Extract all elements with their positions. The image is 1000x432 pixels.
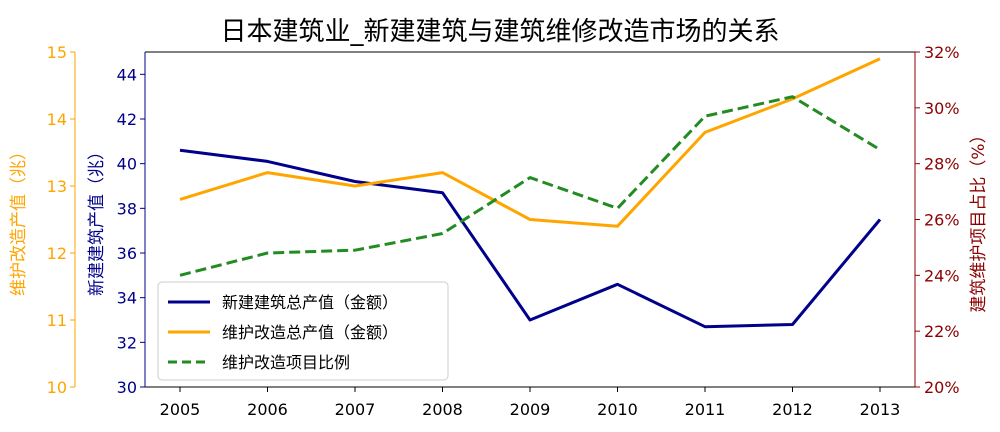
left-inner-tick-label: 40: [117, 155, 137, 174]
left-inner-axis-label: 新建建筑产值（兆）: [87, 143, 107, 296]
legend-label-1: 新建建筑总产值（金额）: [222, 293, 398, 312]
left-inner-tick-label: 36: [117, 244, 137, 263]
x-tick-label: 2013: [860, 400, 901, 419]
right-tick-label: 20%: [924, 378, 960, 397]
left-inner-tick-label: 34: [117, 289, 137, 308]
left-outer-tick-label: 12: [47, 244, 67, 263]
x-tick-label: 2006: [247, 400, 288, 419]
x-tick-label: 2009: [510, 400, 551, 419]
x-tick-label: 2007: [335, 400, 376, 419]
series-line-3: [179, 95, 881, 277]
left-inner-tick-label: 44: [117, 65, 137, 84]
axes: 30 32 34 36 38 40 42 44 新建建筑产值（兆） 10 11 12 13 14 15 维护改…: [9, 43, 989, 419]
right-tick-label: 30%: [924, 99, 960, 118]
right-axis-label: 建筑维护项目占比（%）: [969, 126, 989, 312]
right-tick-label: 32%: [924, 43, 960, 62]
right-tick-label: 26%: [924, 211, 960, 230]
right-tick-label: 24%: [924, 266, 960, 285]
left-outer-axis-label: 维护改造产值（兆）: [9, 143, 29, 296]
left-inner-tick-label: 32: [117, 333, 137, 352]
left-outer-tick-label: 10: [47, 378, 67, 397]
series-line-1: [179, 148, 882, 329]
right-tick-label: 22%: [924, 322, 960, 341]
left-outer-tick-label: 14: [47, 110, 67, 129]
left-inner-tick-label: 38: [117, 199, 137, 218]
left-outer-tick-label: 11: [47, 311, 67, 330]
legend: 新建建筑总产值（金额） 维护改造总产值（金额） 维护改造项目比例: [157, 281, 449, 381]
x-tick-label: 2012: [772, 400, 813, 419]
legend-label-3: 维护改造项目比例: [222, 353, 350, 372]
x-tick-label: 2008: [422, 400, 463, 419]
right-tick-label: 28%: [924, 155, 960, 174]
x-tick-label: 2010: [597, 400, 638, 419]
legend-label-2: 维护改造总产值（金额）: [222, 323, 398, 342]
x-tick-label: 2005: [160, 400, 201, 419]
left-inner-tick-label: 30: [117, 378, 137, 397]
x-tick-label: 2011: [685, 400, 726, 419]
left-inner-tick-label: 42: [117, 110, 137, 129]
plot-area: [179, 57, 882, 329]
series-line-2: [179, 57, 881, 228]
chart-title: 日本建筑业_新建建筑与建筑维修改造市场的关系: [220, 17, 779, 47]
left-outer-tick-label: 13: [47, 177, 67, 196]
left-outer-tick-label: 15: [47, 43, 67, 62]
legend-box: [157, 281, 449, 381]
